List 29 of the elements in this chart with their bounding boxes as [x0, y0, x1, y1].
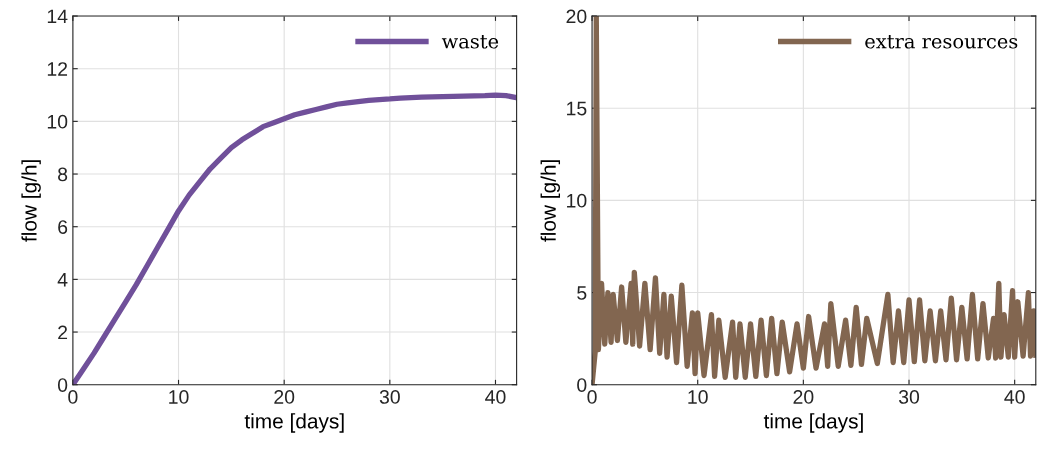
y-axis-title: flow [g/h] — [21, 160, 41, 242]
x-axis-title: time [days] — [244, 413, 344, 433]
y-tick-label: 2 — [58, 325, 68, 340]
y-axis-title: flow [g/h] — [540, 160, 561, 242]
x-tick-label: 40 — [485, 390, 506, 404]
x-tick-label: 20 — [274, 390, 295, 404]
y-tick-label: 4 — [57, 273, 68, 287]
y-tick-label: 20 — [566, 9, 587, 24]
y-tick-label: 5 — [577, 286, 587, 300]
y-tick-label: 6 — [58, 220, 68, 234]
x-tick-label: 10 — [169, 390, 189, 404]
x-tick-label: 0 — [68, 390, 78, 404]
x-tick-label: 30 — [379, 390, 400, 404]
legend-label: waste — [441, 35, 499, 49]
x-tick-label: 10 — [688, 390, 708, 404]
y-tick-label: 10 — [567, 193, 587, 208]
x-tick-label: 20 — [793, 390, 814, 404]
y-tick-label: 0 — [577, 378, 587, 392]
y-tick-label: 8 — [58, 167, 68, 182]
legend-label: extra resources — [865, 35, 1018, 49]
y-tick-label: 14 — [47, 9, 68, 24]
x-tick-label: 40 — [1004, 390, 1025, 404]
x-tick-label: 0 — [587, 390, 597, 404]
y-tick-label: 10 — [47, 114, 68, 129]
x-axis-title: time [days] — [763, 413, 863, 433]
y-tick-label: 0 — [57, 378, 68, 392]
x-tick-label: 30 — [898, 390, 920, 404]
y-tick-label: 12 — [47, 62, 68, 76]
y-tick-label: 15 — [567, 101, 587, 116]
